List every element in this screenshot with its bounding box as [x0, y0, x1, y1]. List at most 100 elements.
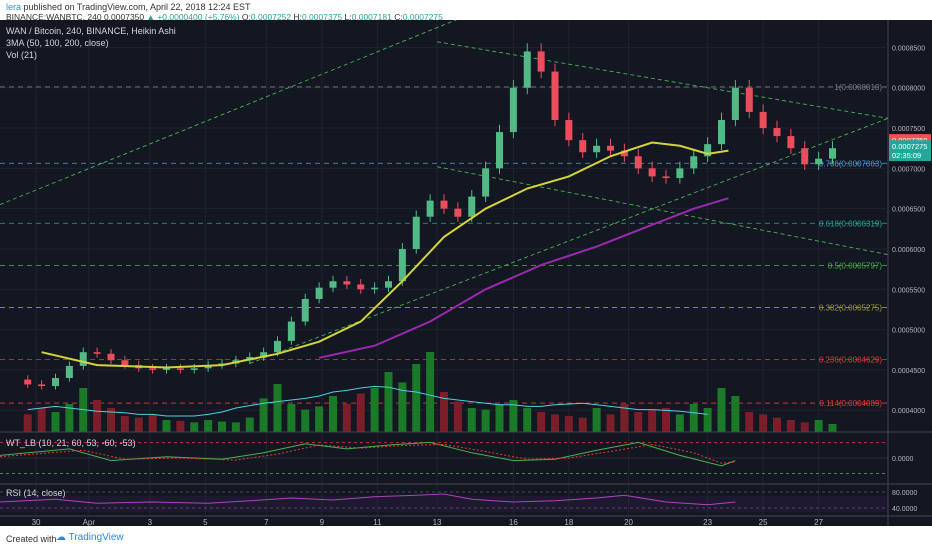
symbol-label: BINANCE:WANBTC, 240 — [6, 12, 102, 22]
low-label: L: — [344, 12, 352, 22]
trend-line — [0, 20, 458, 206]
price-value: 0.0007350 — [103, 12, 145, 22]
volume-bar — [814, 420, 823, 432]
candle-body — [121, 360, 129, 366]
candle-body — [260, 352, 268, 358]
footer: Created with ☁ TradingView — [0, 526, 932, 550]
wt-pane: 0.0000 — [0, 441, 914, 474]
fib-level-label: 0.382(0.0005275) — [819, 303, 883, 312]
rsi-band — [0, 496, 888, 512]
price-label-text: 0.0007275 — [892, 142, 927, 151]
rsi-tick-label: 80.0000 — [892, 490, 917, 497]
volume-bar — [204, 420, 213, 432]
volume-bar — [731, 396, 740, 432]
author-link[interactable]: lera — [6, 2, 22, 12]
chart-area[interactable]: 1(0.0008010) 0.786(0.0007063) 0.618(0.0006… — [0, 20, 932, 526]
candle-body — [329, 281, 337, 288]
candle-body — [662, 176, 670, 179]
tradingview-logo: ☁ TradingView — [56, 532, 124, 543]
volume-bar — [523, 408, 532, 432]
volume-bar — [301, 409, 310, 432]
candle-body — [773, 128, 781, 137]
volume-ma-line — [27, 385, 708, 417]
candle-body — [537, 51, 545, 72]
candle-body — [718, 119, 725, 145]
ma-50-line — [41, 141, 729, 369]
volume-bar — [148, 414, 157, 432]
legend-wt: WT_LB (10, 21, 60, 53, -60, -53) — [6, 438, 136, 448]
candle-body — [509, 87, 517, 133]
high-label: H: — [293, 12, 302, 22]
candle-body — [274, 340, 281, 353]
high-value: 0.0007375 — [301, 12, 343, 22]
candle-body — [565, 119, 573, 141]
price-label-box — [889, 149, 931, 162]
volume-bar — [190, 422, 199, 432]
volume-bar — [356, 393, 365, 432]
volume-bar — [384, 372, 393, 432]
volume-bar — [786, 420, 795, 432]
candle-body — [107, 353, 115, 361]
volume-bar — [370, 388, 379, 432]
volume-bar — [315, 406, 324, 432]
volume-bar — [537, 412, 546, 432]
candle-body — [440, 200, 448, 209]
y-tick-label: 0.0008500 — [892, 45, 925, 52]
candle-body — [801, 148, 809, 165]
fib-level-label: 0.236(0.0004629) — [819, 356, 883, 365]
volume-bar — [412, 364, 421, 432]
y-tick-label: 0.0007000 — [892, 166, 925, 173]
candle-body — [551, 71, 559, 120]
x-tick-label: 9 — [320, 518, 325, 526]
volume-bar — [134, 417, 143, 432]
candle-body — [690, 156, 698, 169]
trend-line — [249, 117, 889, 364]
x-tick-label: 25 — [759, 518, 768, 526]
fib-level-label: 1(0.0008010) — [834, 83, 882, 92]
candle-body — [815, 158, 823, 165]
candle-body — [759, 111, 767, 129]
price-axis: 0.0008500 0.0008000 0.0007500 0.0007000 0.00… — [892, 45, 925, 415]
chart-header: lera published on TradingView.com, April… — [0, 0, 932, 22]
fib-level-label: 0.114(0.0004089) — [819, 399, 882, 408]
y-tick-label: 0.0006000 — [892, 247, 925, 254]
volume-bar — [634, 412, 643, 432]
volume-bar — [689, 404, 698, 432]
candle-body — [731, 87, 739, 120]
x-tick-label: 20 — [624, 518, 633, 526]
candle-body — [648, 168, 656, 177]
fib-level-label: 0.5(0.0005797) — [828, 261, 883, 270]
low-value: 0.0007181 — [351, 12, 392, 22]
volume-bar — [717, 388, 726, 432]
volume-bar — [65, 404, 74, 432]
candle-body — [204, 365, 212, 369]
volume-bar — [342, 404, 351, 432]
candle-body — [593, 145, 601, 153]
volume-bar — [453, 401, 462, 432]
candle-body — [371, 287, 379, 290]
x-tick-label: 7 — [264, 518, 269, 526]
candle-body — [412, 216, 420, 249]
volume-bar — [828, 424, 837, 432]
rsi-tick-label: 40.0000 — [892, 506, 917, 513]
volume-bar — [467, 408, 476, 432]
volume-bar — [176, 420, 185, 432]
rsi-pane: 80.0000 40.0000 — [0, 490, 917, 513]
legend-title: WAN / Bitcoin, 240, BINANCE, Heikin Ashi — [6, 26, 176, 36]
plot-background — [0, 20, 888, 526]
volume-bar — [231, 422, 240, 432]
volume-bar — [759, 414, 768, 432]
volume-bar — [481, 409, 490, 432]
y-tick-label: 0.0004000 — [892, 408, 925, 415]
volume-bar — [51, 412, 60, 432]
wt-line-1 — [0, 441, 736, 467]
open-label: O: — [241, 12, 251, 22]
volume-bar — [675, 414, 684, 432]
price-label-text: 02:35:09 — [892, 151, 921, 160]
volume-bar — [703, 408, 712, 432]
trend-line — [436, 41, 889, 119]
volume-bar — [273, 384, 282, 432]
volume-bar — [800, 422, 809, 432]
close-value: 0.0007275 — [402, 12, 443, 22]
volume-bar — [745, 412, 754, 432]
